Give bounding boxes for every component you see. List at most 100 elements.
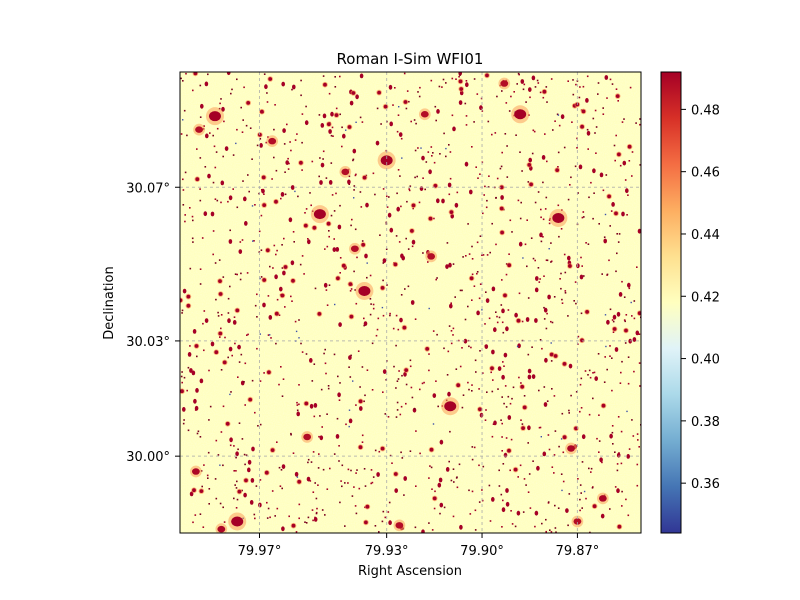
colorbar-tick-label: 0.44 — [691, 228, 720, 243]
speck — [273, 128, 275, 131]
speck — [229, 444, 232, 447]
speck — [431, 529, 434, 531]
speck — [522, 88, 525, 91]
small-source — [491, 286, 496, 292]
small-source — [497, 366, 502, 371]
speck — [486, 254, 489, 256]
small-source — [522, 405, 527, 410]
speck — [495, 243, 497, 246]
speck — [592, 372, 594, 374]
speck — [471, 299, 473, 301]
speck — [284, 306, 286, 308]
small-source — [342, 133, 346, 139]
speck — [532, 257, 535, 260]
speck — [611, 425, 614, 427]
speck — [479, 350, 481, 352]
speck — [450, 342, 453, 345]
speck — [465, 80, 468, 82]
small-source — [304, 120, 309, 126]
speck — [382, 314, 385, 317]
speck — [502, 361, 504, 363]
speck — [511, 231, 513, 233]
speck — [256, 293, 258, 296]
speck — [430, 466, 433, 469]
speck — [181, 309, 184, 312]
speck — [401, 374, 403, 377]
speck — [275, 169, 278, 172]
speck — [235, 470, 237, 472]
speck — [547, 501, 550, 503]
speck — [496, 177, 499, 180]
speck — [301, 255, 304, 257]
colorbar-tick-label: 0.36 — [691, 477, 720, 492]
speck — [387, 511, 390, 513]
speck — [359, 191, 362, 193]
speck — [310, 204, 312, 207]
speck — [604, 356, 606, 358]
small-source — [585, 98, 589, 103]
speck — [407, 285, 410, 288]
speck — [324, 248, 326, 250]
speck — [333, 453, 336, 455]
bright-sources — [190, 77, 609, 533]
small-source — [280, 192, 285, 197]
speck — [374, 449, 377, 452]
speck — [625, 498, 627, 501]
small-source — [189, 491, 194, 497]
speck — [284, 193, 287, 196]
small-source — [320, 162, 325, 168]
speck — [594, 109, 597, 112]
speck — [517, 72, 520, 75]
small-source — [637, 228, 641, 234]
small-source — [436, 198, 440, 204]
speck — [442, 78, 445, 81]
speck — [554, 527, 557, 529]
speck — [443, 347, 445, 350]
speck — [579, 383, 582, 386]
speck — [417, 91, 419, 93]
speck — [523, 395, 526, 397]
y-tick-label: 30.03° — [126, 335, 170, 350]
small-source — [348, 418, 353, 424]
speck — [355, 404, 357, 406]
speck — [371, 342, 374, 345]
speck — [413, 408, 416, 410]
speck — [505, 273, 508, 276]
speck — [508, 253, 510, 255]
small-source — [328, 129, 332, 134]
speck — [497, 388, 499, 390]
speck — [496, 315, 498, 318]
small-source — [520, 79, 525, 84]
speck — [326, 413, 328, 415]
small-source — [465, 82, 469, 88]
small-source — [347, 179, 351, 185]
speck — [201, 237, 204, 239]
speck — [399, 175, 401, 177]
speck — [182, 189, 185, 191]
small-source — [607, 194, 611, 199]
speck — [609, 355, 611, 357]
speck — [236, 498, 239, 501]
speck — [370, 469, 373, 471]
small-source — [531, 75, 536, 81]
speck — [435, 380, 437, 382]
speck — [419, 86, 421, 89]
speck — [322, 468, 325, 471]
speck — [449, 430, 451, 433]
small-source — [265, 248, 270, 253]
speck — [266, 517, 269, 519]
speck — [409, 450, 412, 452]
speck — [437, 405, 439, 408]
speck — [243, 381, 245, 383]
small-source — [205, 133, 209, 139]
speck — [359, 116, 362, 119]
speck — [529, 507, 532, 509]
speck — [220, 201, 222, 204]
speck — [253, 513, 256, 516]
speck — [594, 132, 596, 134]
speck — [543, 275, 545, 277]
speck — [584, 370, 587, 372]
speck — [587, 148, 589, 150]
speck — [361, 240, 364, 242]
small-source — [192, 488, 196, 493]
